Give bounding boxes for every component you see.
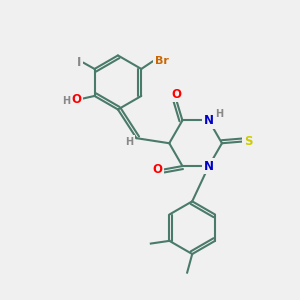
Text: Br: Br: [154, 56, 169, 66]
Text: O: O: [153, 163, 163, 176]
Text: H: H: [125, 136, 133, 147]
Text: N: N: [204, 114, 214, 127]
Text: H: H: [62, 96, 70, 106]
Text: H: H: [215, 110, 223, 119]
Text: N: N: [204, 160, 214, 172]
Text: S: S: [244, 135, 253, 148]
Text: I: I: [77, 56, 82, 69]
Text: O: O: [171, 88, 181, 100]
Text: O: O: [71, 93, 81, 106]
